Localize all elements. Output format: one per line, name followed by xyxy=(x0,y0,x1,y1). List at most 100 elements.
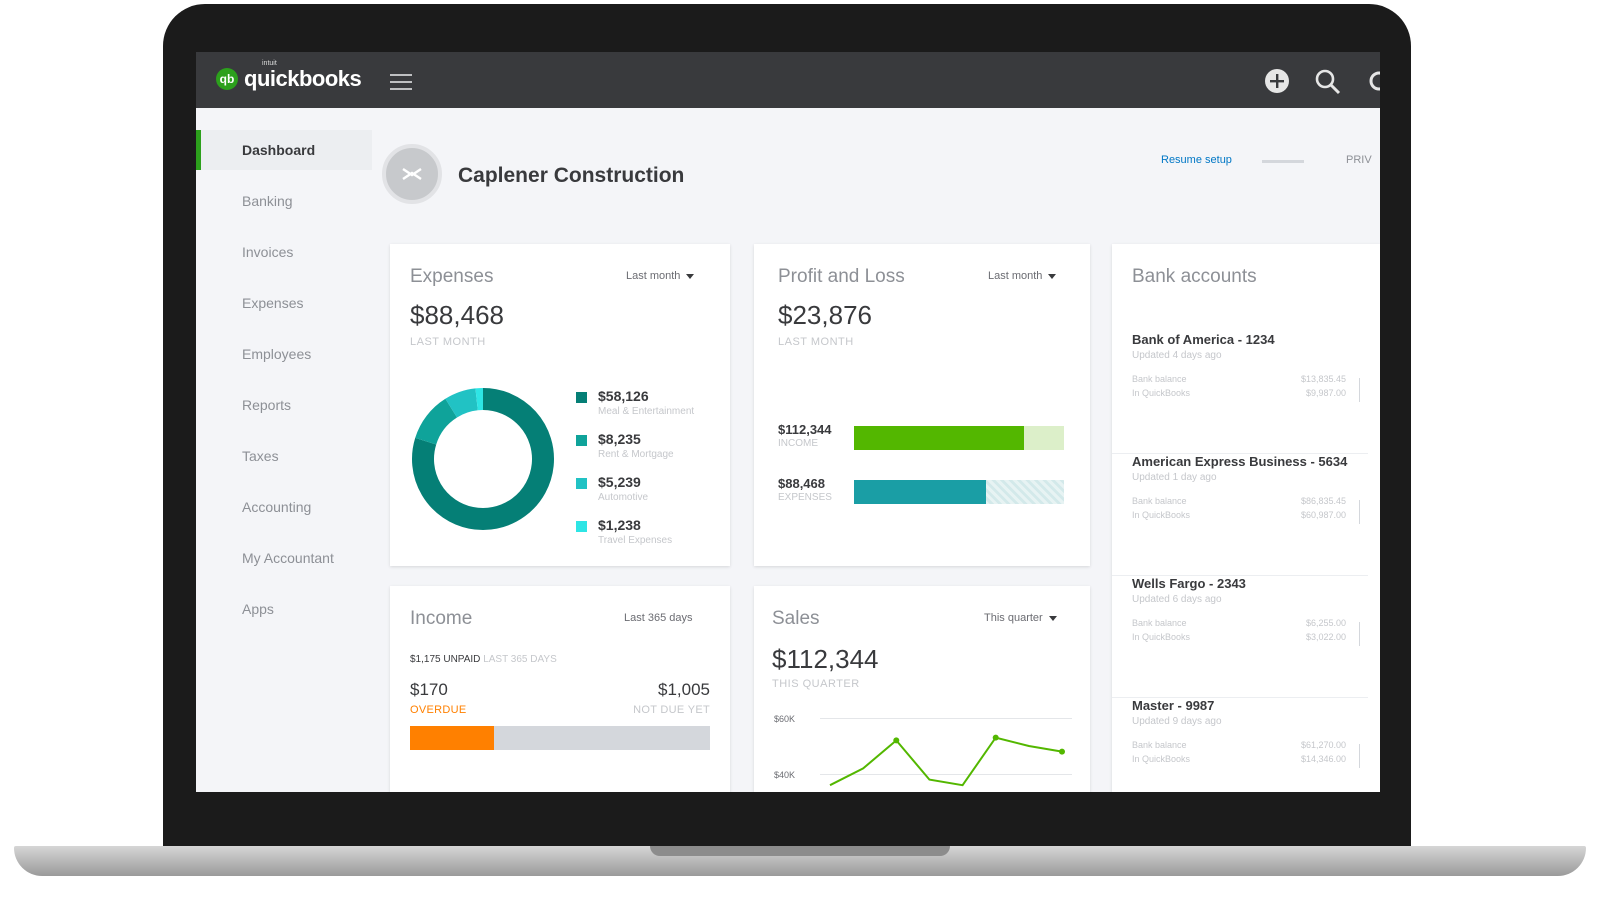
sidebar-item-expenses[interactable]: Expenses xyxy=(242,295,304,311)
qb-balance-label: In QuickBooks xyxy=(1132,388,1191,398)
donut-slice-2[interactable] xyxy=(415,398,458,445)
profit-loss-caption: LAST MONTH xyxy=(778,336,854,348)
chevron-down-icon xyxy=(1048,273,1057,279)
expenses-filter-label: Last month xyxy=(626,270,681,282)
bank-account-updated: Updated 1 day ago xyxy=(1132,472,1217,483)
sales-filter-dropdown[interactable]: This quarter xyxy=(984,612,1057,624)
create-plus-icon[interactable] xyxy=(1264,68,1290,94)
income-overdue-label: OVERDUE xyxy=(410,704,467,716)
pl-income-bar-fill xyxy=(854,426,1025,450)
bank-balance-label: Bank balance xyxy=(1132,618,1187,628)
pl-expenses-bar[interactable] xyxy=(854,480,1064,504)
bank-account-updated: Updated 9 days ago xyxy=(1132,716,1222,727)
bank-account-updated: Updated 4 days ago xyxy=(1132,350,1222,361)
bank-account-row[interactable]: Bank of America - 1234 Updated 4 days ag… xyxy=(1112,332,1368,454)
pl-income-bar[interactable] xyxy=(854,426,1064,450)
bank-balance-label: Bank balance xyxy=(1132,740,1187,750)
qb-balance-value: $9,987.00 xyxy=(1305,388,1346,398)
legend-label: Rent & Mortgage xyxy=(598,449,674,460)
qb-balance-value: $3,022.00 xyxy=(1305,632,1346,642)
sales-gridline xyxy=(820,774,1072,775)
profit-loss-filter-dropdown[interactable]: Last month xyxy=(988,270,1057,282)
sales-point[interactable] xyxy=(1059,748,1065,755)
sales-y-tick: $40K xyxy=(774,770,796,780)
sidebar-item-reports[interactable]: Reports xyxy=(242,397,292,413)
sidebar-item-banking[interactable]: Banking xyxy=(242,193,293,209)
pl-expenses-label: EXPENSES xyxy=(778,492,832,503)
resume-setup-link[interactable]: Resume setup xyxy=(1161,154,1232,166)
income-overdue-amount: $170 xyxy=(410,680,448,699)
company-logo-avatar[interactable] xyxy=(382,144,442,204)
sales-line-chart xyxy=(829,734,1065,787)
donut-slice-3[interactable] xyxy=(445,388,479,418)
legend-amount: $58,126 xyxy=(598,388,649,404)
bank-balance-label: Bank balance xyxy=(1132,374,1187,384)
sidebar-item-apps[interactable]: Apps xyxy=(242,601,274,617)
legend-amount: $5,239 xyxy=(598,474,641,490)
sales-gridline xyxy=(820,718,1072,719)
legend-label: Automotive xyxy=(598,492,649,503)
bank-balance-value: $86,835.45 xyxy=(1300,496,1346,506)
income-unpaid-caption: LAST 365 DAYS xyxy=(483,654,557,665)
legend-amount: $1,238 xyxy=(598,517,641,533)
divider xyxy=(1359,500,1360,524)
expenses-filter-dropdown[interactable]: Last month xyxy=(626,270,695,282)
income-title: Income xyxy=(410,608,473,629)
bank-account-row[interactable]: Master - 9987 Updated 9 days ago Bank ba… xyxy=(1112,698,1368,792)
bank-account-name: Bank of America - 1234 xyxy=(1132,332,1275,347)
legend-swatch xyxy=(576,435,587,446)
qb-balance-label: In QuickBooks xyxy=(1132,632,1191,642)
menu-icon[interactable] xyxy=(390,74,412,90)
search-icon[interactable] xyxy=(1314,68,1341,95)
laptop-notch xyxy=(650,846,950,856)
pl-income-row: $112,344 INCOME xyxy=(778,422,1068,456)
sidebar-item-invoices[interactable]: Invoices xyxy=(242,244,294,260)
sidebar-item-accounting[interactable]: Accounting xyxy=(242,499,312,515)
bank-account-row[interactable]: Wells Fargo - 2343 Updated 6 days ago Ba… xyxy=(1112,576,1368,698)
quickbooks-logo[interactable]: qb intuit quickbooks xyxy=(216,60,362,92)
pl-expenses-row: $88,468 EXPENSES xyxy=(778,476,1068,510)
gear-icon[interactable] xyxy=(1366,68,1380,94)
profit-loss-title: Profit and Loss xyxy=(778,266,905,287)
income-not-due-amount: $1,005 xyxy=(658,680,710,699)
income-overdue-bar-fill xyxy=(410,726,494,750)
pl-expenses-amount: $88,468 xyxy=(778,476,825,491)
bank-accounts-card: Bank accounts Bank of America - 1234 Upd… xyxy=(1112,244,1380,792)
sidebar-item-dashboard[interactable]: Dashboard xyxy=(196,130,372,170)
expenses-title: Expenses xyxy=(410,266,494,287)
legend-swatch xyxy=(576,478,587,489)
divider xyxy=(1359,744,1360,768)
chevron-down-icon xyxy=(686,273,695,279)
top-bar: qb intuit quickbooks xyxy=(196,52,1380,108)
expenses-card: Expenses Last month $88,468 LAST MONTH $… xyxy=(390,244,730,566)
sidebar-item-taxes[interactable]: Taxes xyxy=(242,448,279,464)
profit-loss-filter-label: Last month xyxy=(988,270,1043,282)
sales-point[interactable] xyxy=(992,734,999,741)
income-filter-label[interactable]: Last 365 days xyxy=(624,612,693,624)
legend-label: Travel Expenses xyxy=(598,535,673,546)
bank-account-name: Master - 9987 xyxy=(1132,698,1215,713)
bank-account-row[interactable]: American Express Business - 5634 Updated… xyxy=(1112,454,1368,576)
company-name: Caplener Construction xyxy=(458,164,685,187)
sales-series-line xyxy=(829,736,1063,787)
income-unpaid-amount: $1,175 UNPAID xyxy=(410,654,481,665)
sidebar: Dashboard Banking Invoices Expenses Empl… xyxy=(196,108,372,792)
pl-income-amount: $112,344 xyxy=(778,422,832,437)
legend-amount: $8,235 xyxy=(598,431,641,447)
pl-income-label: INCOME xyxy=(778,438,818,449)
brand-small: intuit xyxy=(262,60,277,67)
sidebar-item-employees[interactable]: Employees xyxy=(242,346,312,362)
sidebar-item-my-accountant[interactable]: My Accountant xyxy=(242,550,334,566)
bank-account-updated: Updated 6 days ago xyxy=(1132,594,1222,605)
privacy-toggle[interactable]: PRIV xyxy=(1346,154,1372,166)
donut-slice-1[interactable] xyxy=(412,388,554,530)
sales-filter-label: This quarter xyxy=(984,612,1043,624)
sales-point[interactable] xyxy=(893,737,900,744)
bank-account-name: Wells Fargo - 2343 xyxy=(1132,576,1246,591)
app-screen: qb intuit quickbooks Dashboard Banking I… xyxy=(196,52,1380,792)
qb-balance-value: $60,987.00 xyxy=(1300,510,1346,520)
qb-balance-label: In QuickBooks xyxy=(1132,754,1191,764)
income-card: Income Last 365 days $1,175 UNPAID LAST … xyxy=(390,586,730,792)
income-status-bar[interactable] xyxy=(410,726,710,750)
legend-swatch xyxy=(576,392,587,403)
